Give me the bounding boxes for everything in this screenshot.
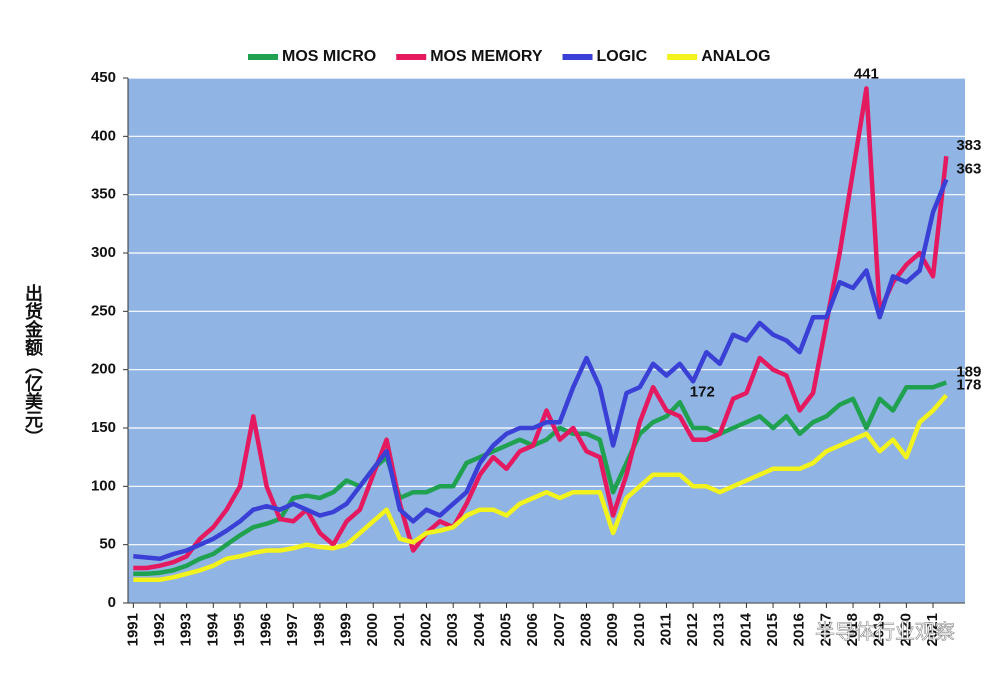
x-tick-label: 2000: [364, 613, 381, 646]
y-tick-label: 300: [91, 244, 116, 261]
x-tick-label: 2008: [577, 613, 594, 646]
x-tick-label: 1994: [204, 612, 221, 646]
x-tick-label: 1996: [258, 613, 275, 646]
y-tick-label: 0: [108, 594, 116, 611]
x-tick-label: 2014: [737, 612, 754, 646]
y-tick-label: 350: [91, 186, 116, 203]
series-line: [133, 393, 948, 582]
y-tick-label: 100: [91, 477, 116, 494]
y-tick-label: 400: [91, 127, 116, 144]
x-tick-label: 2001: [391, 613, 408, 646]
x-tick-label: 2017: [817, 613, 834, 646]
x-tick-label: 1991: [124, 613, 141, 646]
legend-label: MOS MICRO: [282, 48, 376, 65]
x-tick-label: 2010: [631, 613, 648, 646]
x-tick-label: 2002: [418, 613, 435, 646]
x-tick-label: 2009: [604, 613, 621, 646]
x-tick-label: 2006: [524, 613, 541, 646]
annotation: 172: [690, 383, 715, 400]
x-tick-label: 2004: [471, 612, 488, 646]
x-tick-label: 1993: [178, 613, 195, 646]
legend-label: ANALOG: [701, 48, 770, 65]
series-line: [133, 380, 948, 577]
x-tick-label: 2016: [791, 613, 808, 646]
x-tick-label: 2013: [711, 613, 728, 646]
x-tick-label: 2019: [871, 613, 888, 646]
x-tick-label: 2021: [924, 613, 941, 646]
annotation: 441: [854, 65, 879, 82]
legend-label: MOS MEMORY: [430, 48, 543, 65]
x-tick-label: 1999: [338, 613, 355, 646]
x-tick-label: 2003: [444, 613, 461, 646]
annotation: 383: [956, 137, 981, 154]
y-axis-label: 出货金额（亿美元）: [22, 283, 44, 446]
x-tick-label: 1995: [231, 613, 248, 646]
y-tick-label: 50: [99, 536, 116, 553]
x-tick-label: 1997: [284, 613, 301, 646]
x-tick-label: 2020: [897, 613, 914, 646]
plot-background: [128, 78, 965, 603]
series-line: [133, 178, 949, 561]
y-tick-label: 200: [91, 361, 116, 378]
annotation: 178: [956, 376, 981, 393]
x-tick-label: 1998: [311, 613, 328, 646]
legend-label: LOGIC: [597, 48, 648, 65]
x-tick-label: 2007: [551, 613, 568, 646]
x-tick-label: 1992: [151, 613, 168, 646]
x-tick-label: 2011: [657, 613, 674, 646]
x-tick-label: 2018: [844, 613, 861, 646]
annotation: 363: [956, 160, 981, 177]
x-tick-label: 2005: [497, 613, 514, 646]
y-tick-label: 250: [91, 302, 116, 319]
y-tick-label: 450: [91, 69, 116, 86]
x-tick-label: 2012: [684, 613, 701, 646]
annotation: 189: [956, 363, 981, 380]
x-tick-label: 2015: [764, 613, 781, 646]
watermark: 半导体行业观察: [815, 620, 955, 643]
series-line: [133, 86, 949, 571]
y-tick-label: 150: [91, 419, 116, 436]
